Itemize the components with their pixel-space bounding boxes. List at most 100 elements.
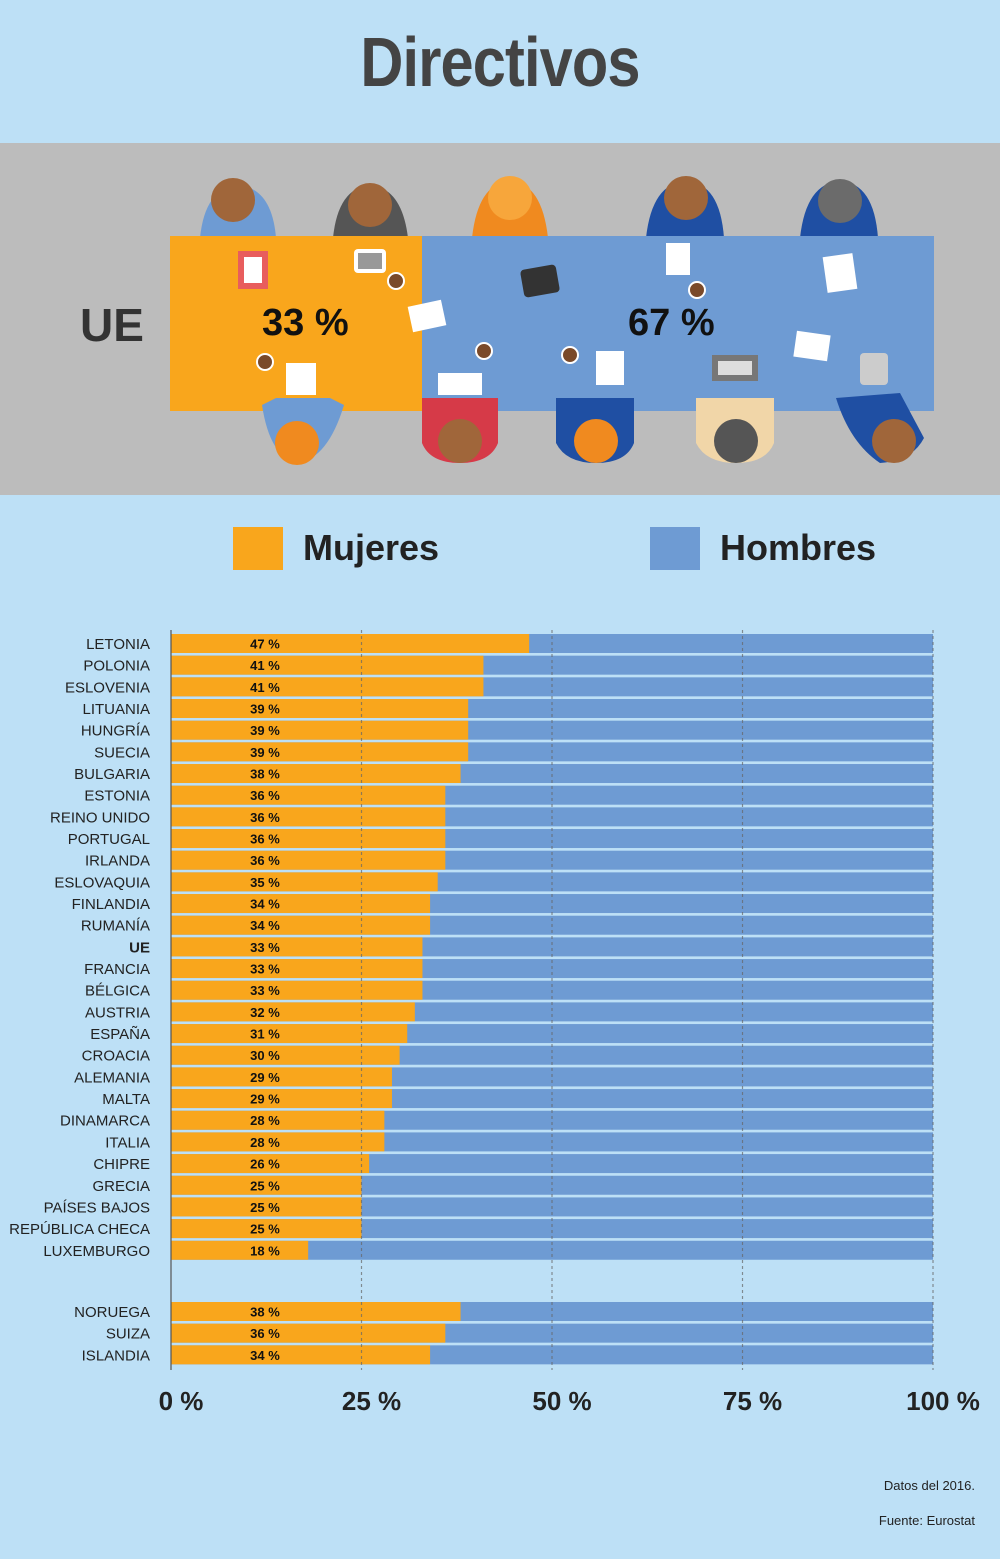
bar-women	[171, 915, 431, 935]
category-label: SUIZA	[106, 1326, 150, 1343]
bar-women	[171, 1240, 309, 1260]
bar-women	[171, 764, 461, 784]
x-tick-label: 50 %	[532, 1386, 591, 1416]
date-note: Datos del 2016.	[883, 1478, 975, 1493]
bar-women	[171, 829, 446, 849]
bar-women	[171, 937, 423, 957]
category-label: ESTONIA	[84, 788, 150, 805]
person-icon	[646, 176, 724, 253]
category-label: BÉLGICA	[85, 983, 150, 1000]
bar-women	[171, 785, 446, 805]
bar-value-label: 36 %	[250, 1326, 280, 1341]
category-label: LUXEMBURGO	[43, 1243, 150, 1260]
bar-value-label: 34 %	[250, 897, 280, 912]
bar-value-label: 26 %	[250, 1157, 280, 1172]
bar-value-label: 33 %	[250, 983, 280, 998]
bar-women	[171, 1219, 362, 1239]
bar-women	[171, 1045, 400, 1065]
bar-value-label: 25 %	[250, 1222, 280, 1237]
category-label: FRANCIA	[84, 961, 150, 978]
legend-men-swatch	[650, 527, 700, 570]
bar-value-label: 39 %	[250, 745, 280, 760]
category-label: ALEMANIA	[74, 1069, 150, 1086]
x-tick-label: 100 %	[906, 1386, 980, 1416]
bar-women	[171, 894, 431, 914]
bar-chart: 47 % LETONIA 41 % POLONIA 41 % ESLOVENIA 39 % L…	[9, 630, 980, 1416]
bar-value-label: 29 %	[250, 1070, 280, 1085]
category-label: RUMANÍA	[81, 918, 150, 935]
category-label: ESLOVENIA	[65, 679, 150, 696]
legend-women-swatch	[233, 527, 283, 570]
hero-region-label: UE	[80, 299, 144, 351]
source-note: Fuente: Eurostat	[878, 1513, 975, 1528]
category-label: POLONIA	[83, 658, 150, 675]
category-label: LITUANIA	[82, 701, 150, 718]
bar-women	[171, 1024, 408, 1044]
category-label: REPÚBLICA CHECA	[9, 1221, 150, 1238]
bar-value-label: 39 %	[250, 702, 280, 717]
bar-value-label: 38 %	[250, 1305, 280, 1320]
bar-value-label: 47 %	[250, 637, 280, 652]
legend-men-label: Hombres	[720, 527, 877, 568]
bar-value-label: 29 %	[250, 1092, 280, 1107]
hero-women-percent: 33 %	[262, 302, 349, 344]
category-label: PORTUGAL	[68, 831, 150, 848]
bar-women	[171, 959, 423, 979]
category-label: ESPAÑA	[90, 1026, 150, 1043]
bar-value-label: 31 %	[250, 1027, 280, 1042]
bar-value-label: 34 %	[250, 1348, 280, 1363]
bar-women	[171, 1345, 431, 1365]
bar-value-label: 36 %	[250, 788, 280, 803]
bar-value-label: 33 %	[250, 962, 280, 977]
category-label: NORUEGA	[74, 1304, 150, 1321]
category-label: AUSTRIA	[85, 1004, 150, 1021]
bar-women	[171, 677, 484, 697]
category-label: LETONIA	[86, 636, 150, 653]
bar-women	[171, 850, 446, 870]
category-label: PAÍSES BAJOS	[44, 1199, 150, 1216]
bar-value-label: 25 %	[250, 1200, 280, 1215]
person-icon	[836, 393, 924, 463]
bar-value-label: 25 %	[250, 1178, 280, 1193]
category-label: GRECIA	[92, 1178, 150, 1195]
category-label: CHIPRE	[93, 1156, 150, 1173]
bar-value-label: 36 %	[250, 853, 280, 868]
category-label: IRLANDA	[85, 853, 150, 870]
bar-value-label: 34 %	[250, 918, 280, 933]
bar-value-label: 36 %	[250, 832, 280, 847]
person-icon	[556, 398, 634, 463]
bar-women	[171, 872, 438, 892]
category-label: MALTA	[102, 1091, 150, 1108]
bar-women	[171, 1197, 362, 1217]
person-icon	[696, 398, 774, 463]
bar-value-label: 32 %	[250, 1005, 280, 1020]
bar-women	[171, 1110, 385, 1130]
bar-value-label: 41 %	[250, 658, 280, 673]
person-icon	[472, 176, 548, 253]
bar-women	[171, 1067, 392, 1087]
bar-women	[171, 1002, 415, 1022]
category-label: UE	[129, 939, 150, 956]
category-label: SUECIA	[94, 744, 150, 761]
bar-value-label: 36 %	[250, 810, 280, 825]
bar-women	[171, 980, 423, 1000]
hero-men-percent: 67 %	[628, 302, 715, 344]
x-tick-label: 75 %	[723, 1386, 782, 1416]
bar-value-label: 35 %	[250, 875, 280, 890]
category-label: FINLANDIA	[72, 896, 150, 913]
category-label: ESLOVAQUIA	[54, 874, 150, 891]
category-label: HUNGRÍA	[81, 723, 150, 740]
bar-value-label: 33 %	[250, 940, 280, 955]
bar-women	[171, 807, 446, 827]
bar-women	[171, 1175, 362, 1195]
category-label: REINO UNIDO	[50, 809, 150, 826]
category-label: ISLANDIA	[82, 1347, 150, 1364]
category-label: DINAMARCA	[60, 1113, 150, 1130]
bar-value-label: 41 %	[250, 680, 280, 695]
category-label: CROACIA	[82, 1048, 150, 1065]
bar-value-label: 28 %	[250, 1135, 280, 1150]
legend-women-label: Mujeres	[303, 527, 440, 568]
x-tick-label: 25 %	[342, 1386, 401, 1416]
bar-women	[171, 699, 469, 719]
bar-women	[171, 1302, 461, 1321]
